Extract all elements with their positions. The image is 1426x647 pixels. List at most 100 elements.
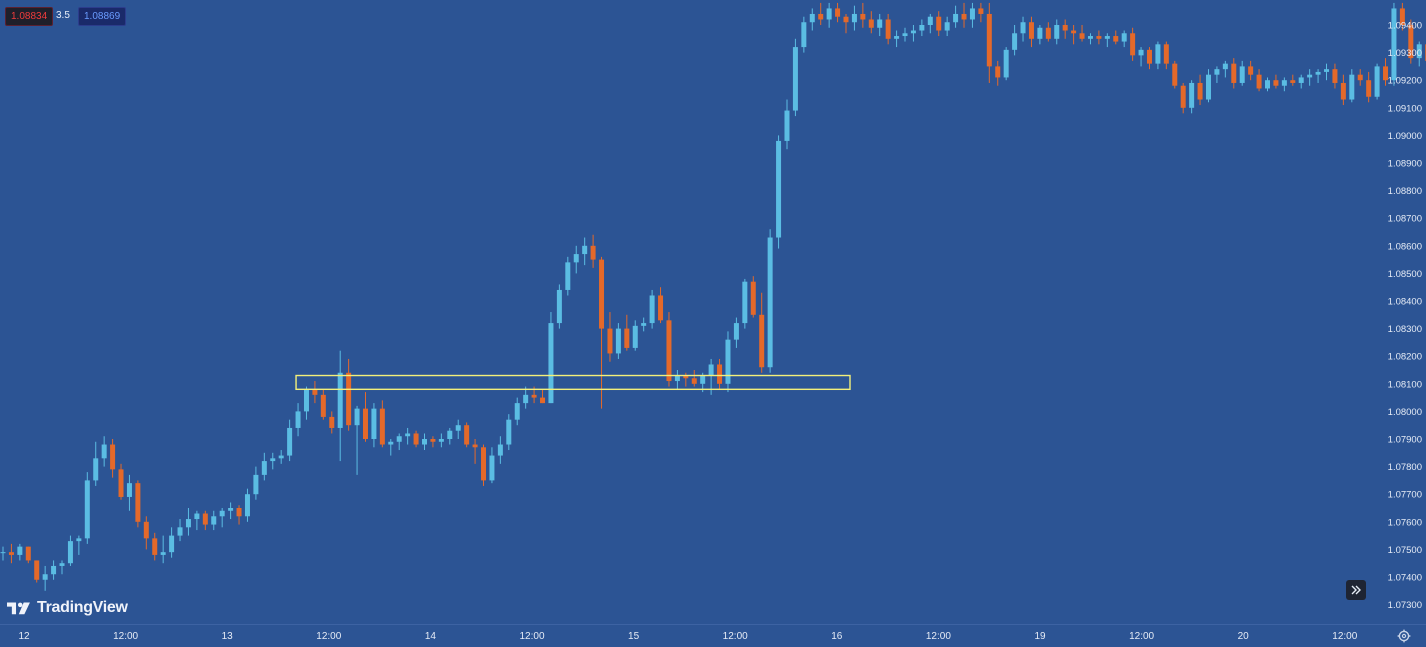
candle-body [497, 444, 503, 456]
candle-body [767, 237, 773, 368]
candle-body [202, 513, 208, 525]
candle-body [1096, 36, 1102, 39]
candle [194, 510, 200, 531]
candle [885, 13, 891, 45]
candle [953, 5, 959, 28]
candle-body [1079, 33, 1085, 39]
time-axis[interactable]: 12 12:00 13 12:00 14 12:00 15 12:00 16 12:00 19 12:… [18, 631, 1357, 642]
candle-body [514, 403, 520, 420]
candle-body [750, 281, 756, 315]
candle-body [312, 389, 318, 395]
candle-body [388, 441, 394, 445]
candle [337, 350, 343, 462]
candle-body [379, 408, 385, 445]
candle [295, 403, 301, 437]
candle-body [337, 372, 343, 428]
candle-body [540, 397, 546, 404]
candle-body [101, 444, 107, 459]
candle [1180, 82, 1186, 114]
candle [548, 312, 554, 404]
candle [303, 386, 309, 420]
candle-body [1113, 36, 1119, 42]
candle [590, 234, 596, 268]
candle-body [1265, 80, 1270, 89]
candle-body [1391, 8, 1397, 81]
candle [253, 466, 259, 500]
candle [438, 433, 444, 448]
candle-body [472, 444, 478, 448]
candle-body [219, 510, 225, 517]
candle-body [1130, 33, 1136, 56]
candle-body [430, 439, 436, 442]
candle-body [481, 447, 487, 481]
candle-body [792, 47, 798, 111]
candle [278, 450, 284, 464]
candle-body [607, 328, 613, 354]
bid-price-badge[interactable]: 1.08834 [5, 7, 54, 26]
candle [1239, 60, 1245, 86]
candle [1281, 77, 1287, 92]
candle [1340, 74, 1346, 106]
candle-body [1012, 33, 1018, 50]
candle-body [118, 469, 124, 497]
candle-body [573, 254, 579, 263]
candle-body [1298, 77, 1304, 83]
price-tick-label: 1.08400 [1388, 297, 1422, 308]
candle-body [809, 13, 815, 23]
candle-body [1366, 80, 1372, 97]
candle [1155, 41, 1161, 70]
candle-body [860, 13, 866, 20]
candle-body [110, 444, 116, 470]
candle [76, 535, 82, 555]
candle [362, 392, 368, 442]
candle-body [927, 16, 933, 25]
candle-body [885, 19, 891, 39]
candle [565, 256, 571, 296]
candle [489, 447, 495, 484]
candle [910, 25, 916, 42]
candle [944, 16, 950, 37]
candle-body [236, 508, 242, 517]
candle-body [742, 281, 748, 324]
ask-price-badge[interactable]: 1.08869 [78, 7, 127, 26]
candle [1214, 66, 1220, 83]
candle-body [708, 364, 714, 376]
candle [1383, 58, 1389, 86]
candle [691, 370, 697, 387]
candle [1045, 22, 1051, 42]
candle [481, 444, 487, 486]
tradingview-logo[interactable]: TradingView [7, 598, 128, 618]
price-tick-label: 1.07300 [1388, 600, 1422, 611]
logo-text: TradingView [37, 599, 128, 616]
time-tick-label: 16 [831, 631, 843, 642]
candle [725, 331, 731, 393]
candle-body [986, 13, 992, 67]
candle-body [548, 323, 554, 404]
gear-icon[interactable] [1397, 629, 1411, 643]
candle [126, 474, 132, 511]
candle-body [177, 527, 183, 536]
candle [733, 317, 739, 348]
candle-body [1281, 80, 1287, 86]
candle [1416, 41, 1422, 67]
time-tick-label: 12:00 [316, 631, 341, 642]
candle-body [1307, 74, 1313, 78]
scroll-to-realtime-button[interactable] [1346, 580, 1366, 600]
candle [995, 60, 1001, 86]
candle [1003, 47, 1009, 81]
price-tick-label: 1.08600 [1388, 241, 1422, 252]
candle [169, 527, 175, 558]
candle [540, 389, 546, 404]
candle-body [295, 411, 301, 428]
candle [405, 427, 411, 445]
support-zone-rectangle[interactable] [295, 374, 851, 391]
candle-body [1324, 69, 1330, 72]
candle-body [1416, 44, 1422, 59]
price-axis[interactable]: 1.07300 1.07400 1.07500 1.07600 1.07700 1.078… [1388, 21, 1422, 612]
candle-body [135, 483, 141, 522]
candle [674, 370, 680, 390]
candle [717, 358, 723, 390]
candle-body [523, 394, 529, 404]
candle [658, 287, 664, 324]
